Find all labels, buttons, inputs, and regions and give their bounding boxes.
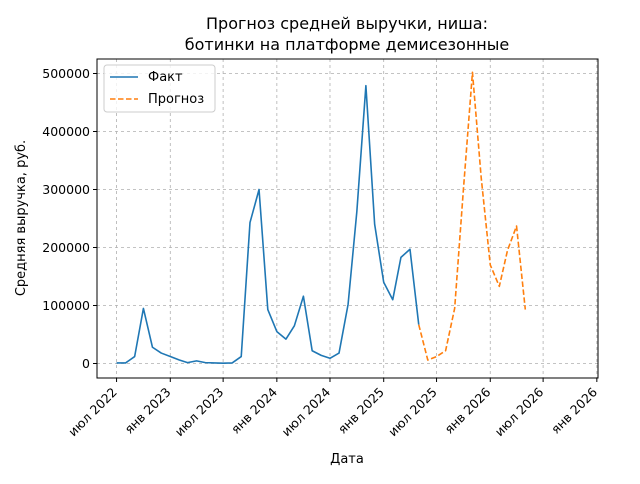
- chart-title-line-2: ботинки на платформе демисезонные: [185, 35, 509, 54]
- y-tick-label: 400000: [42, 124, 90, 139]
- y-tick-label: 0: [82, 356, 90, 371]
- y-axis-ticks: 0 100000 200000 300000 400000 500000: [42, 66, 97, 371]
- y-tick-label: 100000: [42, 298, 90, 313]
- y-tick-label: 300000: [42, 182, 90, 197]
- series-line-forecast: [417, 71, 527, 361]
- chart-title-line-1: Прогноз средней выручки, ниша:: [206, 14, 488, 33]
- axes: [96, 58, 599, 379]
- y-tick-label: 500000: [42, 66, 90, 81]
- grid: [97, 59, 598, 378]
- y-tick-label: 200000: [42, 240, 90, 255]
- legend-label-fact: Факт: [148, 70, 183, 85]
- x-axis-label: Дата: [330, 452, 364, 467]
- series-lines: [116, 71, 527, 365]
- legend-label-forecast: Прогноз: [148, 92, 204, 107]
- y-axis-label: Средняя выручка, руб.: [14, 140, 29, 296]
- legend: Факт Прогноз: [103, 64, 216, 113]
- plot-area-frame: [96, 58, 599, 379]
- series-line-fact: [116, 84, 420, 365]
